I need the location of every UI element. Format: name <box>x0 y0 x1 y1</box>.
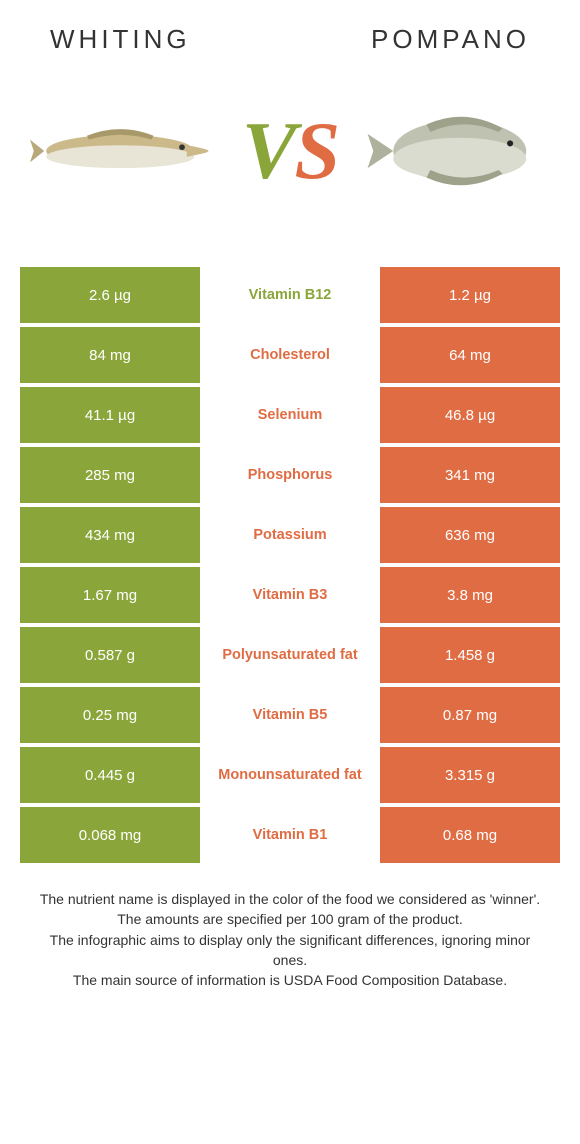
hero-row: VS <box>20 71 560 231</box>
table-row: 0.25 mgVitamin B50.87 mg <box>20 687 560 743</box>
table-row: 84 mgCholesterol64 mg <box>20 327 560 383</box>
table-row: 41.1 µgSelenium46.8 µg <box>20 387 560 443</box>
nutrient-label: Selenium <box>200 387 380 443</box>
left-value: 285 mg <box>20 447 200 503</box>
vs-v: V <box>242 105 295 196</box>
right-value: 1.2 µg <box>380 267 560 323</box>
comparison-table: 2.6 µgVitamin B121.2 µg84 mgCholesterol6… <box>20 267 560 863</box>
right-value: 0.68 mg <box>380 807 560 863</box>
right-value: 0.87 mg <box>380 687 560 743</box>
vs-label: VS <box>242 104 338 198</box>
food-right-image <box>360 91 550 211</box>
left-value: 0.445 g <box>20 747 200 803</box>
table-row: 0.068 mgVitamin B10.68 mg <box>20 807 560 863</box>
nutrient-label: Polyunsaturated fat <box>200 627 380 683</box>
right-value: 3.315 g <box>380 747 560 803</box>
left-value: 0.25 mg <box>20 687 200 743</box>
nutrient-label: Vitamin B3 <box>200 567 380 623</box>
left-value: 0.587 g <box>20 627 200 683</box>
footnote-line: The infographic aims to display only the… <box>32 930 548 971</box>
nutrient-label: Vitamin B5 <box>200 687 380 743</box>
food-left-image <box>30 91 220 211</box>
table-row: 285 mgPhosphorus341 mg <box>20 447 560 503</box>
table-row: 2.6 µgVitamin B121.2 µg <box>20 267 560 323</box>
left-value: 1.67 mg <box>20 567 200 623</box>
nutrient-label: Phosphorus <box>200 447 380 503</box>
right-value: 341 mg <box>380 447 560 503</box>
footnote-line: The amounts are specified per 100 gram o… <box>32 909 548 929</box>
nutrient-label: Potassium <box>200 507 380 563</box>
right-value: 64 mg <box>380 327 560 383</box>
nutrient-label: Cholesterol <box>200 327 380 383</box>
footnote-line: The nutrient name is displayed in the co… <box>32 889 548 909</box>
vs-s: S <box>295 105 339 196</box>
table-row: 0.587 gPolyunsaturated fat1.458 g <box>20 627 560 683</box>
table-row: 0.445 gMonounsaturated fat3.315 g <box>20 747 560 803</box>
left-value: 2.6 µg <box>20 267 200 323</box>
footnotes: The nutrient name is displayed in the co… <box>20 889 560 990</box>
whiting-icon <box>30 111 220 191</box>
left-value: 41.1 µg <box>20 387 200 443</box>
nutrient-label: Vitamin B12 <box>200 267 380 323</box>
right-value: 3.8 mg <box>380 567 560 623</box>
footnote-line: The main source of information is USDA F… <box>32 970 548 990</box>
title-row: Whiting Pompano <box>20 24 560 55</box>
left-value: 434 mg <box>20 507 200 563</box>
pompano-icon <box>360 101 550 201</box>
left-value: 0.068 mg <box>20 807 200 863</box>
right-value: 1.458 g <box>380 627 560 683</box>
right-value: 636 mg <box>380 507 560 563</box>
table-row: 1.67 mgVitamin B33.8 mg <box>20 567 560 623</box>
table-row: 434 mgPotassium636 mg <box>20 507 560 563</box>
left-value: 84 mg <box>20 327 200 383</box>
food-right-title: Pompano <box>371 24 530 55</box>
nutrient-label: Vitamin B1 <box>200 807 380 863</box>
food-left-title: Whiting <box>50 24 191 55</box>
nutrient-label: Monounsaturated fat <box>200 747 380 803</box>
right-value: 46.8 µg <box>380 387 560 443</box>
